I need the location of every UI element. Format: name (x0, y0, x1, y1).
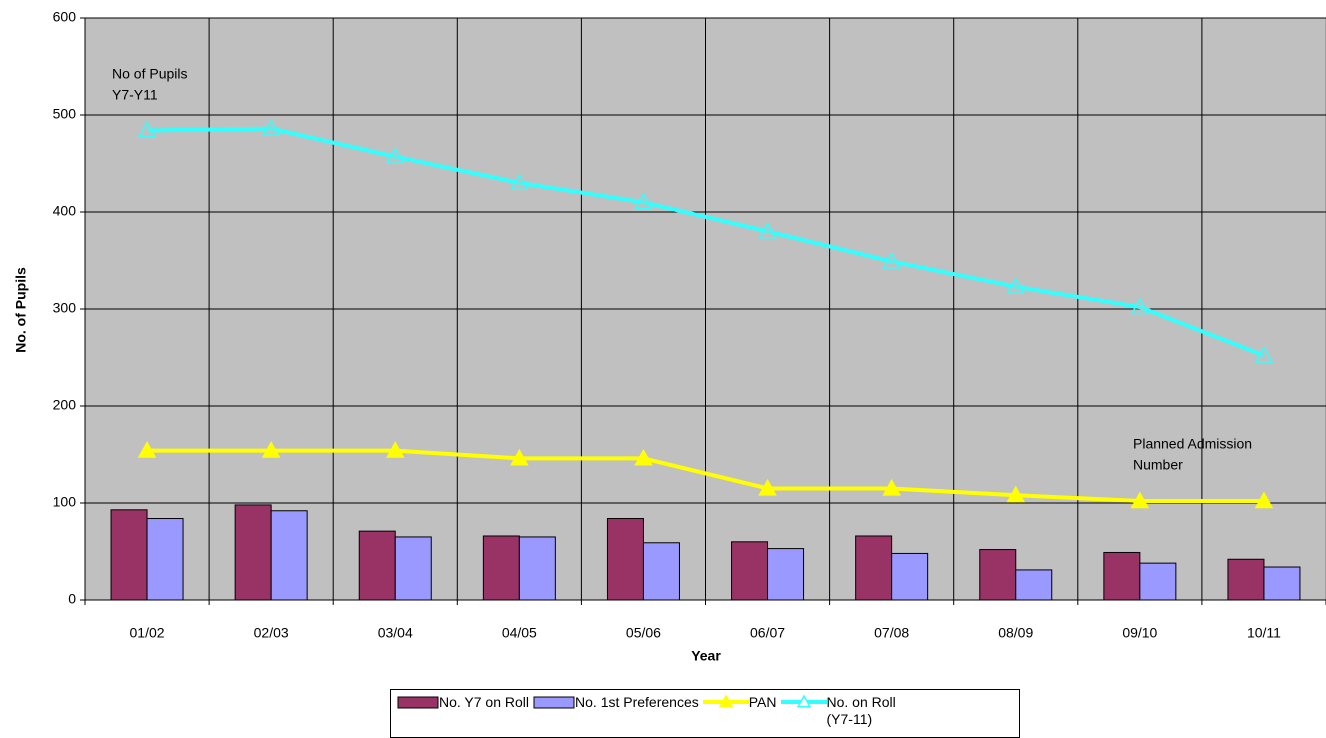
x-tick-label: 02/03 (254, 625, 289, 641)
legend-swatch (533, 696, 575, 709)
annotation: Y7-Y11 (112, 87, 158, 103)
legend-item: PAN (702, 694, 777, 711)
legend-label: No. on Roll (Y7-11) (826, 694, 896, 727)
marker (634, 448, 653, 466)
bar (358, 530, 396, 601)
legend: No. Y7 on Roll No. 1st Preferences PAN No. … (390, 689, 1020, 738)
marker (510, 173, 529, 191)
bar (642, 542, 680, 601)
x-tick-label: 05/06 (626, 625, 661, 641)
marker (634, 192, 653, 210)
y-tick-label: 0 (68, 591, 76, 607)
y-tick-label: 400 (53, 203, 77, 219)
bar (146, 518, 184, 601)
legend-swatch (702, 694, 749, 708)
bar (855, 535, 893, 601)
marker (137, 120, 157, 138)
legend-item: No. on Roll (Y7-11) (780, 694, 902, 728)
marker (261, 119, 281, 136)
y-tick-label: 500 (53, 106, 77, 122)
bar (731, 541, 769, 601)
marker (758, 221, 777, 239)
legend-swatch (397, 696, 439, 709)
x-tick-label: 07/08 (874, 625, 909, 641)
marker (882, 478, 901, 496)
bar (110, 509, 148, 601)
x-axis-title: Year (691, 648, 721, 664)
bar (1103, 551, 1141, 601)
marker (1254, 346, 1274, 363)
y-axis-title: No. of Pupils (13, 267, 29, 353)
y-tick-label: 100 (53, 494, 77, 510)
marker (510, 448, 529, 466)
legend-item: No. Y7 on Roll (397, 694, 529, 711)
x-tick-label: 10/11 (1247, 625, 1281, 641)
legend-item: No. 1st Preferences (533, 694, 699, 711)
swatch (397, 696, 439, 709)
swatch-marker (796, 694, 811, 708)
bar (979, 549, 1017, 601)
bar (1015, 569, 1053, 601)
x-tick-label: 01/02 (130, 625, 165, 641)
bar (270, 510, 308, 601)
marker (882, 251, 901, 269)
bar (891, 552, 929, 601)
x-tick-label: 04/05 (502, 625, 537, 641)
bar (1139, 562, 1177, 601)
bar (606, 518, 644, 601)
y-tick-label: 300 (53, 300, 77, 316)
marker (385, 147, 405, 164)
x-tick-label: 06/07 (750, 625, 785, 641)
x-tick-label: 09/10 (1122, 625, 1157, 641)
marker (1006, 277, 1026, 294)
bar (518, 536, 556, 601)
legend-swatch (780, 694, 827, 708)
bar (767, 548, 805, 601)
bar (482, 535, 520, 601)
swatch (533, 696, 575, 709)
bar (1227, 558, 1265, 601)
marker (137, 441, 157, 458)
annotation: No of Pupils (112, 66, 187, 82)
marker (758, 478, 777, 496)
legend-label: No. Y7 on Roll (439, 694, 530, 710)
line (147, 126, 1265, 358)
y-tick-label: 600 (53, 9, 77, 25)
marker (1130, 491, 1150, 509)
marker (261, 441, 281, 458)
x-tick-label: 08/09 (998, 625, 1033, 641)
bar (394, 536, 432, 601)
marker (1254, 491, 1274, 509)
legend-label: PAN (748, 694, 777, 710)
marker (1006, 485, 1026, 503)
marker (1130, 297, 1150, 315)
marker (385, 441, 405, 458)
swatch-marker (718, 694, 734, 708)
bar (234, 504, 272, 601)
annotation: Number (1133, 457, 1183, 473)
annotation: Planned Admission (1133, 436, 1252, 452)
y-tick-label: 200 (53, 397, 77, 413)
bar (1263, 566, 1301, 601)
x-tick-label: 03/04 (378, 625, 413, 641)
line (147, 448, 1264, 504)
legend-label: No. 1st Preferences (575, 694, 699, 710)
